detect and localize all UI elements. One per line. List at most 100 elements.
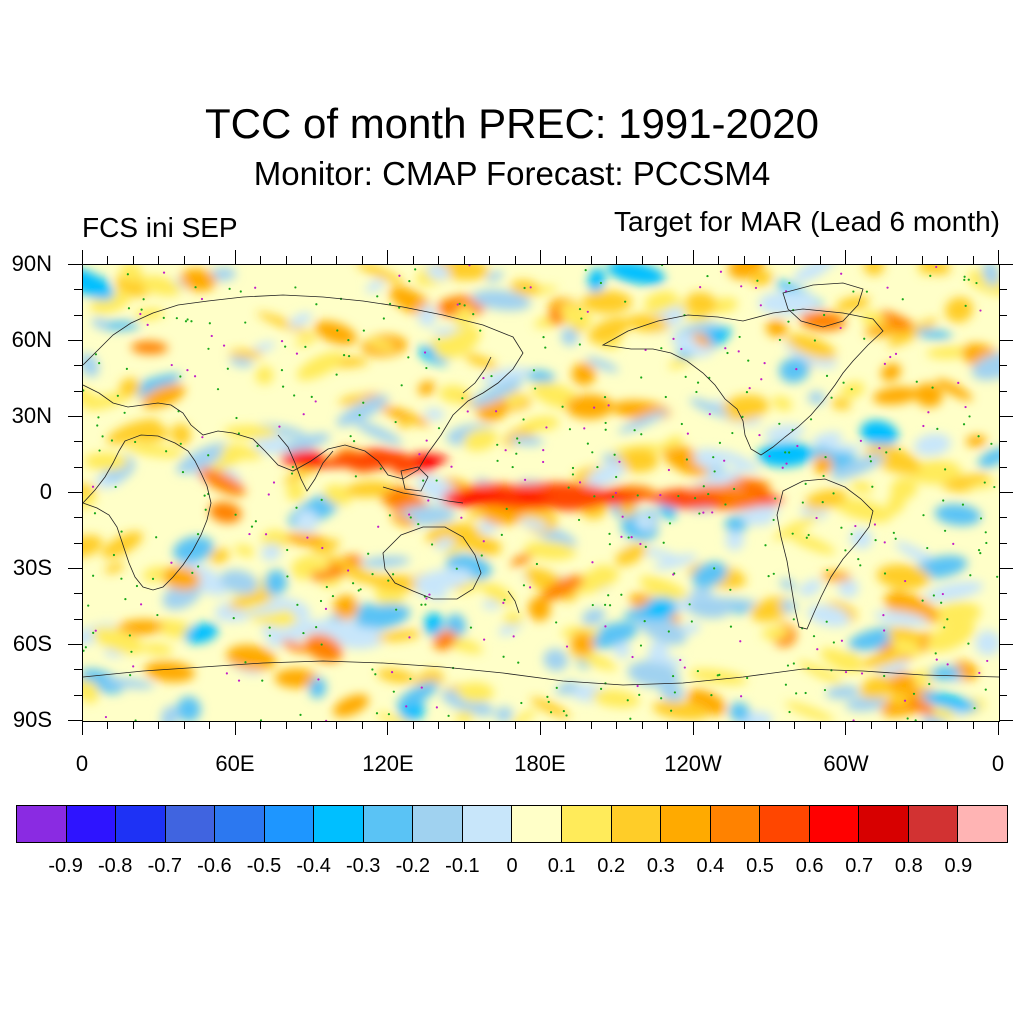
significance-dot	[565, 645, 569, 648]
significance-dot	[724, 503, 727, 506]
significance-dot	[840, 526, 843, 529]
correlation-patch	[302, 557, 331, 572]
correlation-patch	[941, 473, 990, 489]
significance-dot	[438, 338, 441, 341]
axis-tick	[74, 314, 82, 316]
correlation-patch	[804, 489, 848, 510]
significance-dot	[376, 295, 379, 298]
significance-dot	[977, 435, 980, 438]
correlation-patch	[323, 484, 352, 506]
correlation-patch	[295, 509, 319, 533]
correlation-patch	[376, 668, 415, 684]
significance-dot	[306, 536, 309, 539]
axis-tick	[743, 256, 745, 264]
significance-dot	[796, 444, 799, 448]
significance-dot	[232, 616, 235, 620]
correlation-patch	[876, 564, 931, 590]
significance-dot	[942, 499, 945, 502]
significance-dot	[226, 367, 229, 370]
significance-dot	[795, 692, 798, 695]
significance-dot	[494, 410, 498, 413]
axis-tick	[82, 250, 83, 264]
colorbar-label: -0.4	[296, 855, 331, 877]
significance-dot	[225, 672, 228, 675]
significance-dot	[952, 542, 955, 545]
significance-dot	[940, 601, 943, 604]
axis-tick	[107, 256, 109, 264]
significance-dot	[898, 448, 901, 451]
significance-dot	[603, 395, 607, 399]
significance-dot	[636, 494, 639, 497]
significance-dot	[686, 432, 689, 435]
correlation-patch	[229, 356, 254, 367]
colorbar-swatch	[809, 806, 860, 842]
significance-dot	[756, 279, 759, 282]
correlation-patch	[209, 501, 242, 524]
significance-dot	[395, 608, 398, 611]
correlation-patch	[890, 477, 918, 500]
correlation-patch	[463, 428, 498, 451]
correlation-patch	[662, 445, 712, 477]
axis-tick	[565, 256, 567, 264]
colorbar-swatch	[760, 806, 810, 842]
correlation-patch	[209, 267, 237, 281]
correlation-patch	[521, 482, 608, 498]
significance-dot	[729, 625, 733, 628]
correlation-patch	[765, 319, 788, 337]
significance-dot	[134, 719, 137, 721]
axis-tick	[999, 416, 1013, 417]
correlation-patch	[426, 265, 450, 281]
significance-dot	[359, 588, 362, 591]
axis-tick	[387, 721, 389, 735]
significance-dot	[325, 719, 328, 721]
correlation-patch	[835, 296, 870, 312]
significance-dot	[228, 287, 231, 290]
significance-dot	[420, 686, 423, 689]
correlation-patch	[141, 383, 186, 409]
correlation-patch	[588, 317, 630, 344]
colorbar-label: 0.3	[646, 855, 675, 877]
significance-dot	[545, 426, 548, 429]
significance-dot	[391, 573, 395, 576]
colorbar-swatch	[958, 806, 1007, 842]
significance-dot	[409, 516, 412, 519]
significance-dot	[120, 577, 123, 580]
significance-dot	[162, 316, 165, 320]
significance-dot	[718, 673, 721, 676]
correlation-patch	[914, 433, 951, 456]
significance-dot	[516, 437, 519, 440]
significance-dot	[267, 493, 270, 496]
significance-dot	[745, 391, 749, 394]
significance-dot	[480, 554, 483, 557]
correlation-patch	[257, 312, 310, 335]
significance-dot	[707, 492, 710, 496]
significance-dot	[894, 537, 897, 540]
significance-dot	[110, 439, 114, 442]
axis-tick	[412, 256, 414, 264]
lat-label: 60N	[11, 327, 52, 352]
correlation-patch	[524, 540, 577, 560]
correlation-patch	[104, 562, 125, 574]
colorbar-label: 0.6	[795, 855, 824, 877]
significance-dot	[631, 655, 634, 659]
axis-tick	[540, 250, 541, 264]
axis-tick	[999, 542, 1007, 544]
lon-label: 0	[991, 751, 1005, 776]
significance-dot	[688, 603, 691, 606]
correlation-patch	[101, 531, 143, 559]
axis-tick	[68, 720, 82, 721]
significance-dot	[621, 515, 624, 518]
axis-tick	[616, 721, 618, 729]
significance-dot	[724, 347, 727, 350]
significance-dot	[863, 337, 866, 340]
significance-dot	[377, 525, 380, 528]
significance-dot	[832, 641, 835, 644]
significance-dot	[844, 670, 848, 674]
correlation-patch	[945, 297, 974, 323]
significance-dot	[98, 362, 101, 365]
axis-tick	[999, 694, 1007, 696]
significance-dot	[591, 451, 594, 454]
coastline-antarctica	[83, 660, 999, 686]
significance-dot	[869, 460, 872, 463]
coastline-india	[277, 434, 334, 492]
